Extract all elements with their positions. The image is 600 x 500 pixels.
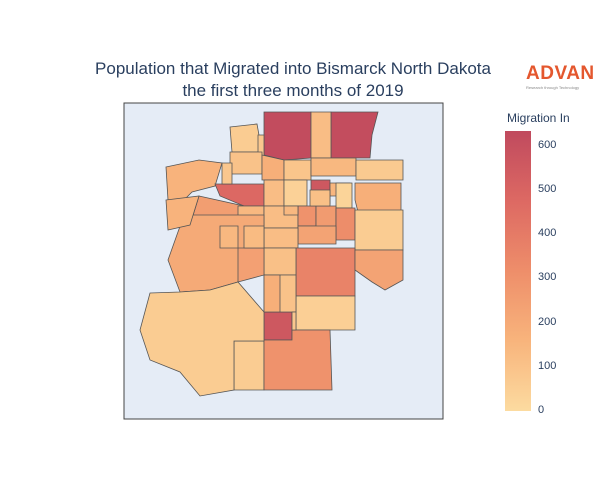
colorbar-tick-100: 100 <box>538 360 557 372</box>
map-region[interactable] <box>221 162 233 185</box>
colorbar-tick-600: 600 <box>538 139 557 151</box>
map-region[interactable] <box>263 227 299 249</box>
map-region[interactable] <box>291 311 297 331</box>
map-region[interactable] <box>283 159 312 181</box>
map-region[interactable] <box>263 179 285 207</box>
map-region[interactable] <box>283 179 308 207</box>
map-region[interactable] <box>297 225 337 245</box>
chart-title-line-1: Population that Migrated into Bismarck N… <box>95 59 491 78</box>
colorbar-tick-300: 300 <box>538 271 557 283</box>
map-region[interactable] <box>355 159 404 181</box>
map-region[interactable] <box>263 274 281 313</box>
map-region[interactable] <box>335 182 353 209</box>
map-region[interactable] <box>219 225 239 249</box>
advan-logo: ADVAN Research through Technology <box>526 63 596 91</box>
map-region[interactable] <box>315 205 337 229</box>
map-region[interactable] <box>295 247 356 297</box>
colorbar-tick-500: 500 <box>538 183 557 195</box>
colorbar-tick-0: 0 <box>538 404 545 416</box>
map-region[interactable] <box>263 247 297 276</box>
logo-text: ADVAN <box>526 63 595 84</box>
map-region[interactable] <box>309 189 331 207</box>
map-region[interactable] <box>243 225 265 249</box>
map-region[interactable] <box>354 249 404 291</box>
map-regions <box>139 111 404 397</box>
map-region[interactable] <box>295 295 356 331</box>
map-region[interactable] <box>310 157 357 177</box>
map-region[interactable] <box>263 329 333 391</box>
map-region[interactable] <box>139 281 265 397</box>
map-region[interactable] <box>229 123 263 153</box>
map-region[interactable] <box>283 205 299 216</box>
map-region[interactable] <box>335 207 356 241</box>
chart-title-line-2: the first three months of 2019 <box>182 81 404 100</box>
map-region[interactable] <box>310 111 332 159</box>
map-region[interactable] <box>263 111 312 161</box>
map-region[interactable] <box>330 111 379 159</box>
map-region[interactable] <box>297 205 317 227</box>
map-region[interactable] <box>263 311 293 341</box>
map-region[interactable] <box>229 151 263 175</box>
chart-title: Population that Migrated into Bismarck N… <box>0 58 600 102</box>
map-region[interactable] <box>354 209 404 251</box>
map-region[interactable] <box>233 340 265 391</box>
colorbar-tick-400: 400 <box>538 227 557 239</box>
colorbar-tick-200: 200 <box>538 316 557 328</box>
logo-tagline: Research through Technology <box>526 85 580 90</box>
map-region[interactable] <box>165 195 200 231</box>
colorbar <box>505 131 531 411</box>
colorbar-title: Migration In <box>507 111 570 125</box>
